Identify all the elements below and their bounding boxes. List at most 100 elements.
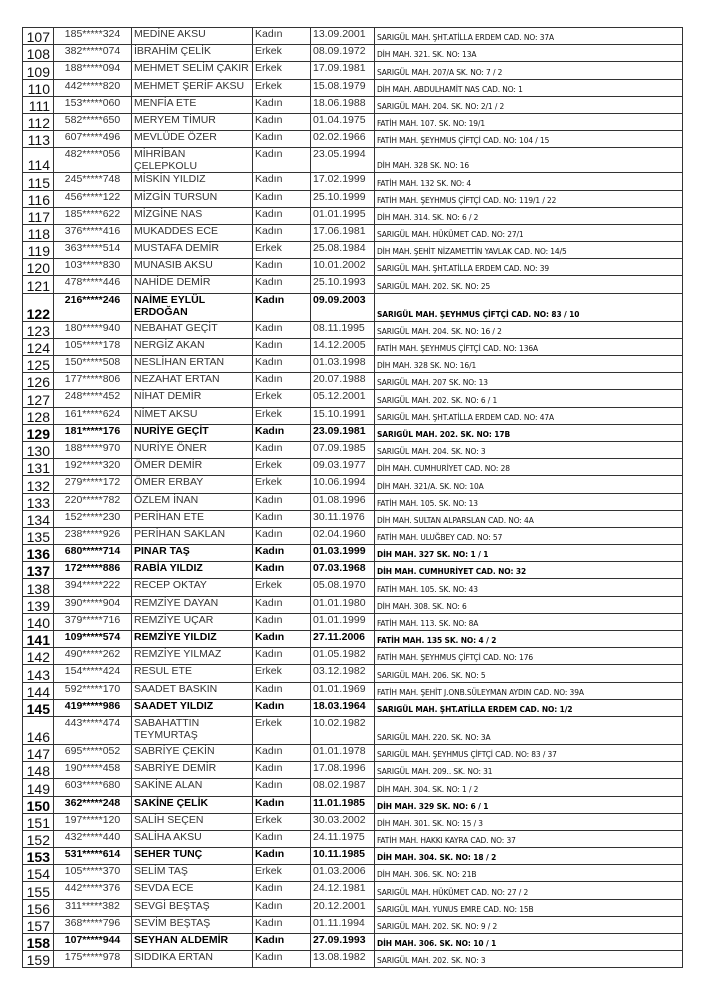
gender-cell: Kadın xyxy=(252,795,311,814)
full-name-cell: PINAR TAŞ xyxy=(131,544,253,563)
gender-cell: Kadın xyxy=(252,544,311,563)
row-number-cell: 146 xyxy=(22,715,54,745)
id-number-cell: 376*****416 xyxy=(53,223,132,243)
birth-date-cell: 08.02.1987 xyxy=(310,778,375,797)
gender-cell: Kadın xyxy=(252,440,311,460)
full-name-cell: NEBAHAT GEÇİT xyxy=(131,320,253,339)
address-cell: SARIGÜL MAH. 202. SK. NO: 17B xyxy=(374,423,683,442)
table-row: 127 248*****452 NİHAT DEMİR Erkek 05.12.2001… xyxy=(22,389,683,408)
gender-cell: Kadın xyxy=(252,847,311,866)
gender-cell: Kadın xyxy=(252,130,311,149)
gender-cell: Erkek xyxy=(252,61,311,80)
full-name-cell: MEVLÜDE ÖZER xyxy=(131,130,253,149)
gender-cell: Erkek xyxy=(252,578,311,597)
gender-cell: Erkek xyxy=(252,458,311,477)
row-number-cell: 147 xyxy=(22,743,54,763)
birth-date-cell: 09.09.2003 xyxy=(310,292,375,322)
birth-date-cell: 01.03.1998 xyxy=(310,354,375,374)
birth-date-cell: 01.01.1995 xyxy=(310,206,375,225)
id-number-cell: 456*****122 xyxy=(53,189,132,208)
full-name-cell: SEVDA ECE xyxy=(131,881,253,900)
id-number-cell: 490*****262 xyxy=(53,647,132,666)
address-cell: DİH MAH. ABDULHAMİT NAS CAD. NO: 1 xyxy=(374,78,683,97)
birth-date-cell: 07.09.1985 xyxy=(310,440,375,460)
table-row: 143 154*****424 RESUL ETE Erkek 03.12.1982 SA… xyxy=(22,664,683,683)
address-cell: SARIGÜL MAH. 204. SK. NO: 16 / 2 xyxy=(374,320,683,339)
birth-date-cell: 17.06.1981 xyxy=(310,223,375,243)
address-cell: FATİH MAH. 135 SK. NO: 4 / 2 xyxy=(374,629,683,649)
row-number-cell: 149 xyxy=(22,778,54,797)
id-number-cell: 432*****440 xyxy=(53,829,132,849)
id-number-cell: 607*****496 xyxy=(53,130,132,149)
gender-cell: Kadın xyxy=(252,206,311,225)
id-number-cell: 181*****176 xyxy=(53,423,132,442)
birth-date-cell: 01.01.1978 xyxy=(310,743,375,763)
row-number-cell: 140 xyxy=(22,612,54,632)
table-row: 120 103*****830 MUNASIB AKSU Kadın 10.01.200… xyxy=(22,258,683,277)
full-name-cell: NURİYE GEÇİT xyxy=(131,423,253,442)
table-row: 132 279*****172 ÖMER ERBAY Erkek 10.06.1994 D… xyxy=(22,475,683,494)
id-number-cell: 362*****248 xyxy=(53,795,132,814)
address-cell: SARIGÜL MAH. 202. SK. NO: 6 / 1 xyxy=(374,389,683,408)
gender-cell: Kadın xyxy=(252,595,311,614)
address-cell: DİH MAH. 306. SK. NO: 21B xyxy=(374,864,683,883)
gender-cell: Kadın xyxy=(252,950,311,969)
birth-date-cell: 03.12.1982 xyxy=(310,664,375,683)
gender-cell: Kadın xyxy=(252,320,311,339)
full-name-cell: MENFİA ETE xyxy=(131,95,253,114)
birth-date-cell: 23.05.1994 xyxy=(310,147,375,174)
address-cell: FATİH MAH. ŞEHİT J.ONB.SÜLEYMAN AYDIN CA… xyxy=(374,681,683,700)
birth-date-cell: 14.12.2005 xyxy=(310,337,375,357)
full-name-cell: SALİH SEÇEN xyxy=(131,812,253,831)
id-number-cell: 390*****904 xyxy=(53,595,132,614)
gender-cell: Kadın xyxy=(252,372,311,391)
address-cell: DİH MAH. ŞEHİT NİZAMETTİN YAVLAK CAD. NO… xyxy=(374,241,683,260)
gender-cell: Kadın xyxy=(252,915,311,935)
address-cell: DİH MAH. 304. SK. NO: 18 / 2 xyxy=(374,847,683,866)
row-number-cell: 151 xyxy=(22,812,54,831)
address-cell: SARIGÜL MAH. HÜKÜMET CAD. NO: 27 / 2 xyxy=(374,881,683,900)
address-cell: SARIGÜL MAH. 204. SK. NO: 3 xyxy=(374,440,683,460)
voter-list-table: 107 185*****324 MEDİNE AKSU Kadın 13.09.2001… xyxy=(22,26,683,969)
full-name-cell: SAADET BASKIN xyxy=(131,681,253,700)
birth-date-cell: 18.03.1964 xyxy=(310,698,375,717)
birth-date-cell: 24.12.1981 xyxy=(310,881,375,900)
row-number-cell: 113 xyxy=(22,130,54,149)
gender-cell: Kadın xyxy=(252,629,311,649)
birth-date-cell: 13.09.2001 xyxy=(310,26,375,46)
table-row: 151 197*****120 SALİH SEÇEN Erkek 30.03.2002… xyxy=(22,812,683,831)
id-number-cell: 161*****624 xyxy=(53,406,132,425)
full-name-cell: SEVGİ BEŞTAŞ xyxy=(131,898,253,917)
full-name-cell: RABİA YILDIZ xyxy=(131,561,253,580)
table-row: 146 443*****474 SABAHATTIN TEYMURTAŞ Erkek 1… xyxy=(22,715,683,745)
table-row: 149 603*****680 SAKİNE ALAN Kadın 08.02.1987… xyxy=(22,778,683,797)
gender-cell: Kadın xyxy=(252,147,311,174)
gender-cell: Erkek xyxy=(252,864,311,883)
id-number-cell: 603*****680 xyxy=(53,778,132,797)
address-cell: DİH MAH. 328 SK. NO: 16 xyxy=(374,147,683,174)
row-number-cell: 139 xyxy=(22,595,54,614)
row-number-cell: 120 xyxy=(22,258,54,277)
id-number-cell: 103*****830 xyxy=(53,258,132,277)
table-row: 113 607*****496 MEVLÜDE ÖZER Kadın 02.02.196… xyxy=(22,130,683,149)
id-number-cell: 245*****748 xyxy=(53,172,132,191)
id-number-cell: 107*****944 xyxy=(53,932,132,952)
table-row: 155 442*****376 SEVDA ECE Kadın 24.12.1981 SA… xyxy=(22,881,683,900)
gender-cell: Kadın xyxy=(252,275,311,294)
gender-cell: Kadın xyxy=(252,761,311,780)
table-row: 137 172*****886 RABİA YILDIZ Kadın 07.03.196… xyxy=(22,561,683,580)
birth-date-cell: 17.08.1996 xyxy=(310,761,375,780)
id-number-cell: 442*****376 xyxy=(53,881,132,900)
table-row: 141 109*****574 REMZİYE YILDIZ Kadın 27.11.2… xyxy=(22,629,683,649)
birth-date-cell: 05.08.1970 xyxy=(310,578,375,597)
row-number-cell: 157 xyxy=(22,915,54,935)
gender-cell: Kadın xyxy=(252,698,311,717)
gender-cell: Kadın xyxy=(252,881,311,900)
table-row: 109 188*****094 MEHMET SELİM ÇAKIR Erkek 17.… xyxy=(22,61,683,80)
address-cell: SARIGÜL MAH. HÜKÜMET CAD. NO: 27/1 xyxy=(374,223,683,243)
birth-date-cell: 02.04.1960 xyxy=(310,526,375,546)
id-number-cell: 394*****222 xyxy=(53,578,132,597)
birth-date-cell: 01.01.1980 xyxy=(310,595,375,614)
table-row: 142 490*****262 REMZİYE YILMAZ Kadın 01.05.1… xyxy=(22,647,683,666)
row-number-cell: 110 xyxy=(22,78,54,97)
